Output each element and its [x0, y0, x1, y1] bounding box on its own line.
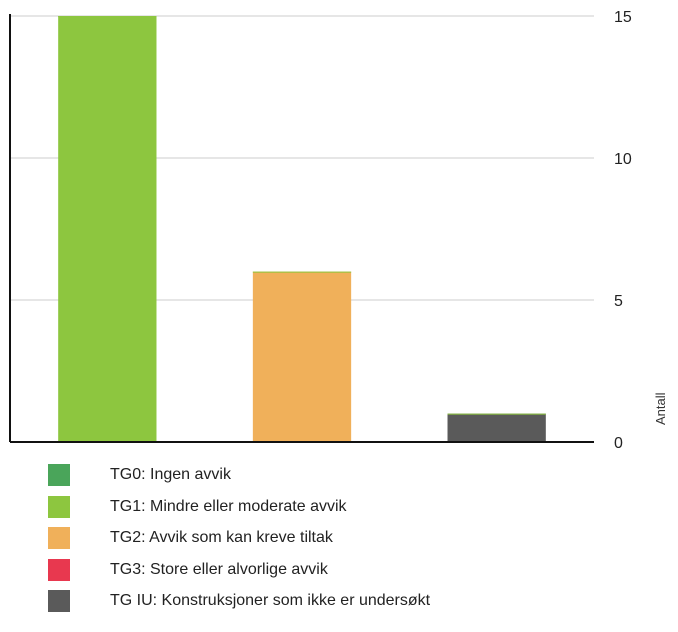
- y-tick-label: 0: [614, 435, 623, 452]
- legend-swatch-tg1: [48, 495, 70, 518]
- legend-item-tg0: TG0: Ingen avvik: [48, 464, 430, 486]
- y-tick-label: 15: [614, 9, 632, 26]
- axes: [9, 14, 594, 443]
- bar-rect: [58, 16, 157, 442]
- legend-label-tg1: TG1: Mindre eller moderate avvik: [110, 497, 347, 515]
- y-tick-labels: 0 5 10 15: [614, 9, 632, 452]
- legend-label-tg0: TG0: Ingen avvik: [110, 466, 231, 483]
- legend-item-tg3: TG3: Store eller alvorlige avvik: [48, 558, 430, 581]
- legend-item-tg1: TG1: Mindre eller moderate avvik: [48, 495, 430, 518]
- bar-tg-iu: [447, 413, 546, 442]
- bars: [58, 16, 546, 442]
- legend-label-tg3: TG3: Store eller alvorlige avvik: [110, 560, 328, 578]
- bar-tg2: [252, 271, 352, 442]
- bar-rect: [252, 271, 352, 442]
- y-tick-label: 10: [614, 151, 632, 168]
- legend-swatch-tgiu: [48, 590, 70, 612]
- bar-tg1: [58, 16, 157, 442]
- legend-label-tgiu: TG IU: Konstruksjoner som ikke er unders…: [110, 592, 431, 609]
- legend-swatch-tg3: [48, 558, 70, 581]
- legend-item-tg2: TG2: Avvik som kan kreve tiltak: [48, 527, 430, 549]
- bar-chart: 0 5 10 15 Antall: [9, 9, 668, 452]
- legend-label-tg2: TG2: Avvik som kan kreve tiltak: [110, 529, 333, 546]
- legend-item-tgiu: TG IU: Konstruksjoner som ikke er unders…: [48, 590, 430, 612]
- legend-swatch-tg0: [48, 464, 70, 486]
- legend: TG0: Ingen avvik TG1: Mindre eller moder…: [48, 464, 430, 622]
- bar-rect: [447, 413, 546, 442]
- y-tick-label: 5: [614, 293, 623, 310]
- y-axis-title: Antall: [653, 392, 668, 425]
- legend-swatch-tg2: [48, 527, 70, 549]
